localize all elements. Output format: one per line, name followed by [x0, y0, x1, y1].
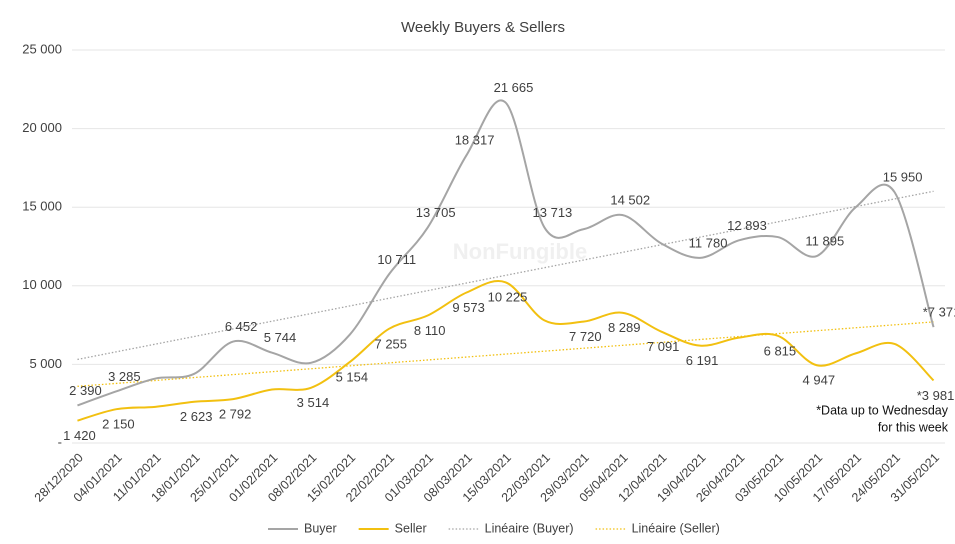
y-tick-label: 20 000 — [22, 120, 62, 135]
data-label: 10 225 — [488, 290, 528, 305]
watermark: NonFungible — [453, 239, 587, 264]
data-label: 8 289 — [608, 320, 641, 335]
annotation: for this week — [878, 420, 949, 434]
data-label: 7 091 — [647, 339, 680, 354]
data-label: 18 317 — [455, 132, 495, 147]
chart-title: Weekly Buyers & Sellers — [401, 19, 565, 36]
data-label: 2 623 — [180, 409, 213, 424]
data-label: 21 665 — [494, 80, 534, 95]
data-label: 10 711 — [377, 252, 416, 267]
data-label: 13 713 — [533, 205, 573, 220]
trend-line — [77, 321, 934, 387]
data-label: 14 502 — [610, 192, 650, 207]
data-label: 5 744 — [264, 330, 297, 345]
data-label: 3 514 — [297, 395, 330, 410]
data-label: 6 815 — [764, 343, 797, 358]
data-label: 4 947 — [803, 373, 836, 388]
trend-line — [77, 190, 934, 361]
data-label: 2 390 — [69, 383, 102, 398]
y-tick-label: 5 000 — [29, 356, 62, 371]
data-label: 2 150 — [102, 417, 135, 432]
data-label: 2 792 — [219, 407, 252, 422]
annotation: *Data up to Wednesday — [816, 403, 949, 417]
legend-label: Seller — [395, 521, 427, 535]
y-tick-label: 10 000 — [22, 277, 62, 292]
data-label: 6 452 — [225, 319, 258, 334]
series-line — [77, 99, 935, 407]
data-label: 15 950 — [883, 170, 923, 185]
data-label: 1 420 — [63, 428, 96, 443]
legend-label: Linéaire (Seller) — [632, 521, 720, 535]
data-label: 11 895 — [805, 233, 844, 248]
data-label: 12 893 — [727, 218, 767, 233]
data-label: 11 780 — [689, 235, 728, 250]
y-tick-label: 15 000 — [22, 199, 62, 214]
data-label: *7 371 — [923, 305, 955, 320]
series-line — [77, 280, 935, 422]
data-label: *3 981 — [917, 388, 955, 403]
data-label: 5 154 — [336, 369, 369, 384]
data-label: 6 191 — [686, 353, 719, 368]
data-label: 8 110 — [414, 323, 446, 338]
data-label: 7 720 — [569, 329, 602, 344]
data-label: 3 285 — [108, 369, 141, 384]
legend-label: Buyer — [304, 521, 337, 535]
data-label: 13 705 — [416, 205, 456, 220]
data-label: 7 255 — [374, 336, 407, 351]
y-tick-label: 25 000 — [22, 41, 62, 56]
y-tick-label: - — [58, 434, 62, 449]
legend-label: Linéaire (Buyer) — [485, 521, 574, 535]
data-label: 9 573 — [452, 300, 485, 315]
